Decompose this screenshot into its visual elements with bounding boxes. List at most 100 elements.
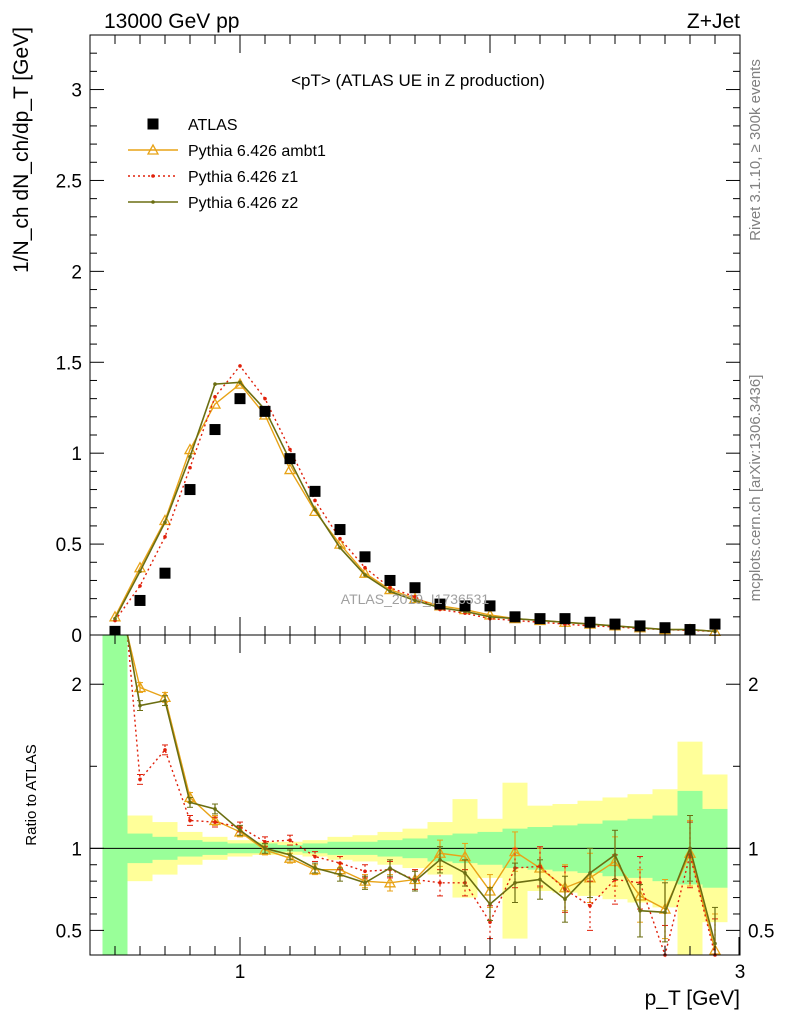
main-point-atlas [559,613,571,625]
legend-label: ATLAS [188,117,238,134]
ratio-series-line [126,634,716,958]
main-point-atlas [184,484,196,496]
main-point-z1 [138,584,142,588]
main-y-tick-label: 1.5 [56,353,82,374]
ratio-point-z1 [638,880,642,885]
main-point-ambt1 [208,397,222,409]
ratio-y-tick-label: 0.5 [56,921,82,942]
main-y-tick-label: 2 [71,262,82,283]
x-tick-label: 1 [235,962,246,983]
ratio-point-ambt1 [283,851,297,863]
ratio-point-z1 [363,869,367,874]
main-point-z1 [188,465,192,470]
ratio-panel: 0.5 0.5 1 1 2 2 1 2 3 Ratio to ATLAS p_T [GeV] [23,634,774,1010]
ratio-point-z2 [438,858,442,862]
main-point-atlas [634,620,646,632]
legend-swatch-atlas [147,118,159,130]
ratio-point-z2 [613,853,617,857]
ratio-point-z2 [363,880,367,885]
ratio-point-ambt1 [208,814,222,826]
legend-label: Pythia 6.426 ambt1 [188,143,326,160]
main-point-z2 [313,507,317,512]
main-point-z1 [388,585,392,590]
ratio-point-z1 [213,820,217,824]
main-point-z2 [338,545,342,550]
legend-swatch-marker [151,200,155,204]
header-right: Z+Jet [687,10,740,33]
ratio-point-z2 [413,879,417,883]
main-point-z1 [313,498,317,503]
ratio-point-z2 [563,897,567,902]
main-point-z2 [388,589,392,594]
main-point-atlas [334,524,346,536]
ratio-y-tick-label: 1 [71,839,82,860]
main-point-atlas [459,600,471,612]
mcplots-label: mcplots.cern.ch [arXiv:1306.3436] [747,375,764,602]
main-y-tick-label: 2.5 [56,171,82,192]
ratio-point-z2 [638,908,642,913]
x-tick-label: 3 [735,962,746,983]
main-y-tick-label: 1 [71,444,82,465]
ratio-point-z1 [288,838,292,842]
main-point-atlas [209,424,221,436]
legend: ATLAS Pythia 6.426 ambt1 Pythia 6.426 z1 Py… [128,117,326,212]
main-title: <pT> (ATLAS UE in Z production) [291,71,545,90]
main-y-tick-label: 0 [71,626,82,647]
main-point-z2 [238,380,242,385]
main-point-atlas [709,618,721,630]
ratio-point-z2 [188,800,192,805]
main-point-z2 [363,573,367,577]
main-point-z1 [363,565,367,570]
x-tick-label: 2 [485,962,496,983]
ratio-y-tick-label-right: 1 [748,839,759,860]
ratio-y-tick-label-right: 2 [748,675,759,696]
ratio-y-tick-label: 2 [71,675,82,696]
ratio-frame [89,634,741,956]
ratio-point-ambt1 [383,876,397,888]
main-point-atlas [359,551,371,563]
ratio-point-z2 [313,866,317,870]
ratio-ylabel: Ratio to ATLAS [23,744,40,845]
ratio-point-z1 [313,854,317,859]
main-point-z2 [138,569,142,574]
main-point-atlas [309,485,321,497]
main-point-z1 [163,535,167,539]
main-point-atlas [259,405,271,417]
main-point-ambt1 [283,463,297,475]
main-point-z2 [488,615,492,619]
ratio-point-z2 [663,910,667,915]
main-point-z1 [213,395,217,399]
ratio-point-z2 [588,871,592,875]
ratio-point-z2 [513,880,517,885]
ratio-point-z1 [163,748,167,752]
x-axis-label: p_T [GeV] [645,987,740,1010]
main-panel: 0 0.5 1 1.5 2 2.5 3 <pT> (ATLAS UE in Z produc… [10,27,764,647]
main-point-z2 [188,455,192,459]
ratio-point-z2 [263,846,267,851]
main-point-z2 [113,616,117,621]
main-point-atlas [584,616,596,628]
main-point-z1 [238,364,242,368]
ratio-point-z1 [338,861,342,865]
ratio-band-inner [102,635,128,955]
watermark: ATLAS_2019_I1736531 [341,591,490,607]
main-ylabel: 1/N_ch dN_ch/dp_T [GeV] [10,27,33,273]
main-point-z2 [413,598,417,603]
main-point-z1 [263,396,267,401]
ratio-point-z1 [588,903,592,908]
legend-swatch-marker [146,143,160,155]
ratio-point-z2 [338,872,342,877]
main-point-atlas [609,618,621,630]
legend-label: Pythia 6.426 z2 [188,195,298,212]
main-point-atlas [484,600,496,612]
ratio-point-z2 [463,871,467,875]
main-point-atlas [134,594,146,606]
ratio-point-z2 [538,877,542,882]
main-point-z1 [338,536,342,541]
header-left: 13000 GeV pp [104,10,239,33]
rivet-label: Rivet 3.1.10, ≥ 300k events [747,59,764,241]
main-point-atlas [534,613,546,625]
main-point-z1 [413,595,417,599]
ratio-point-z1 [438,880,442,885]
